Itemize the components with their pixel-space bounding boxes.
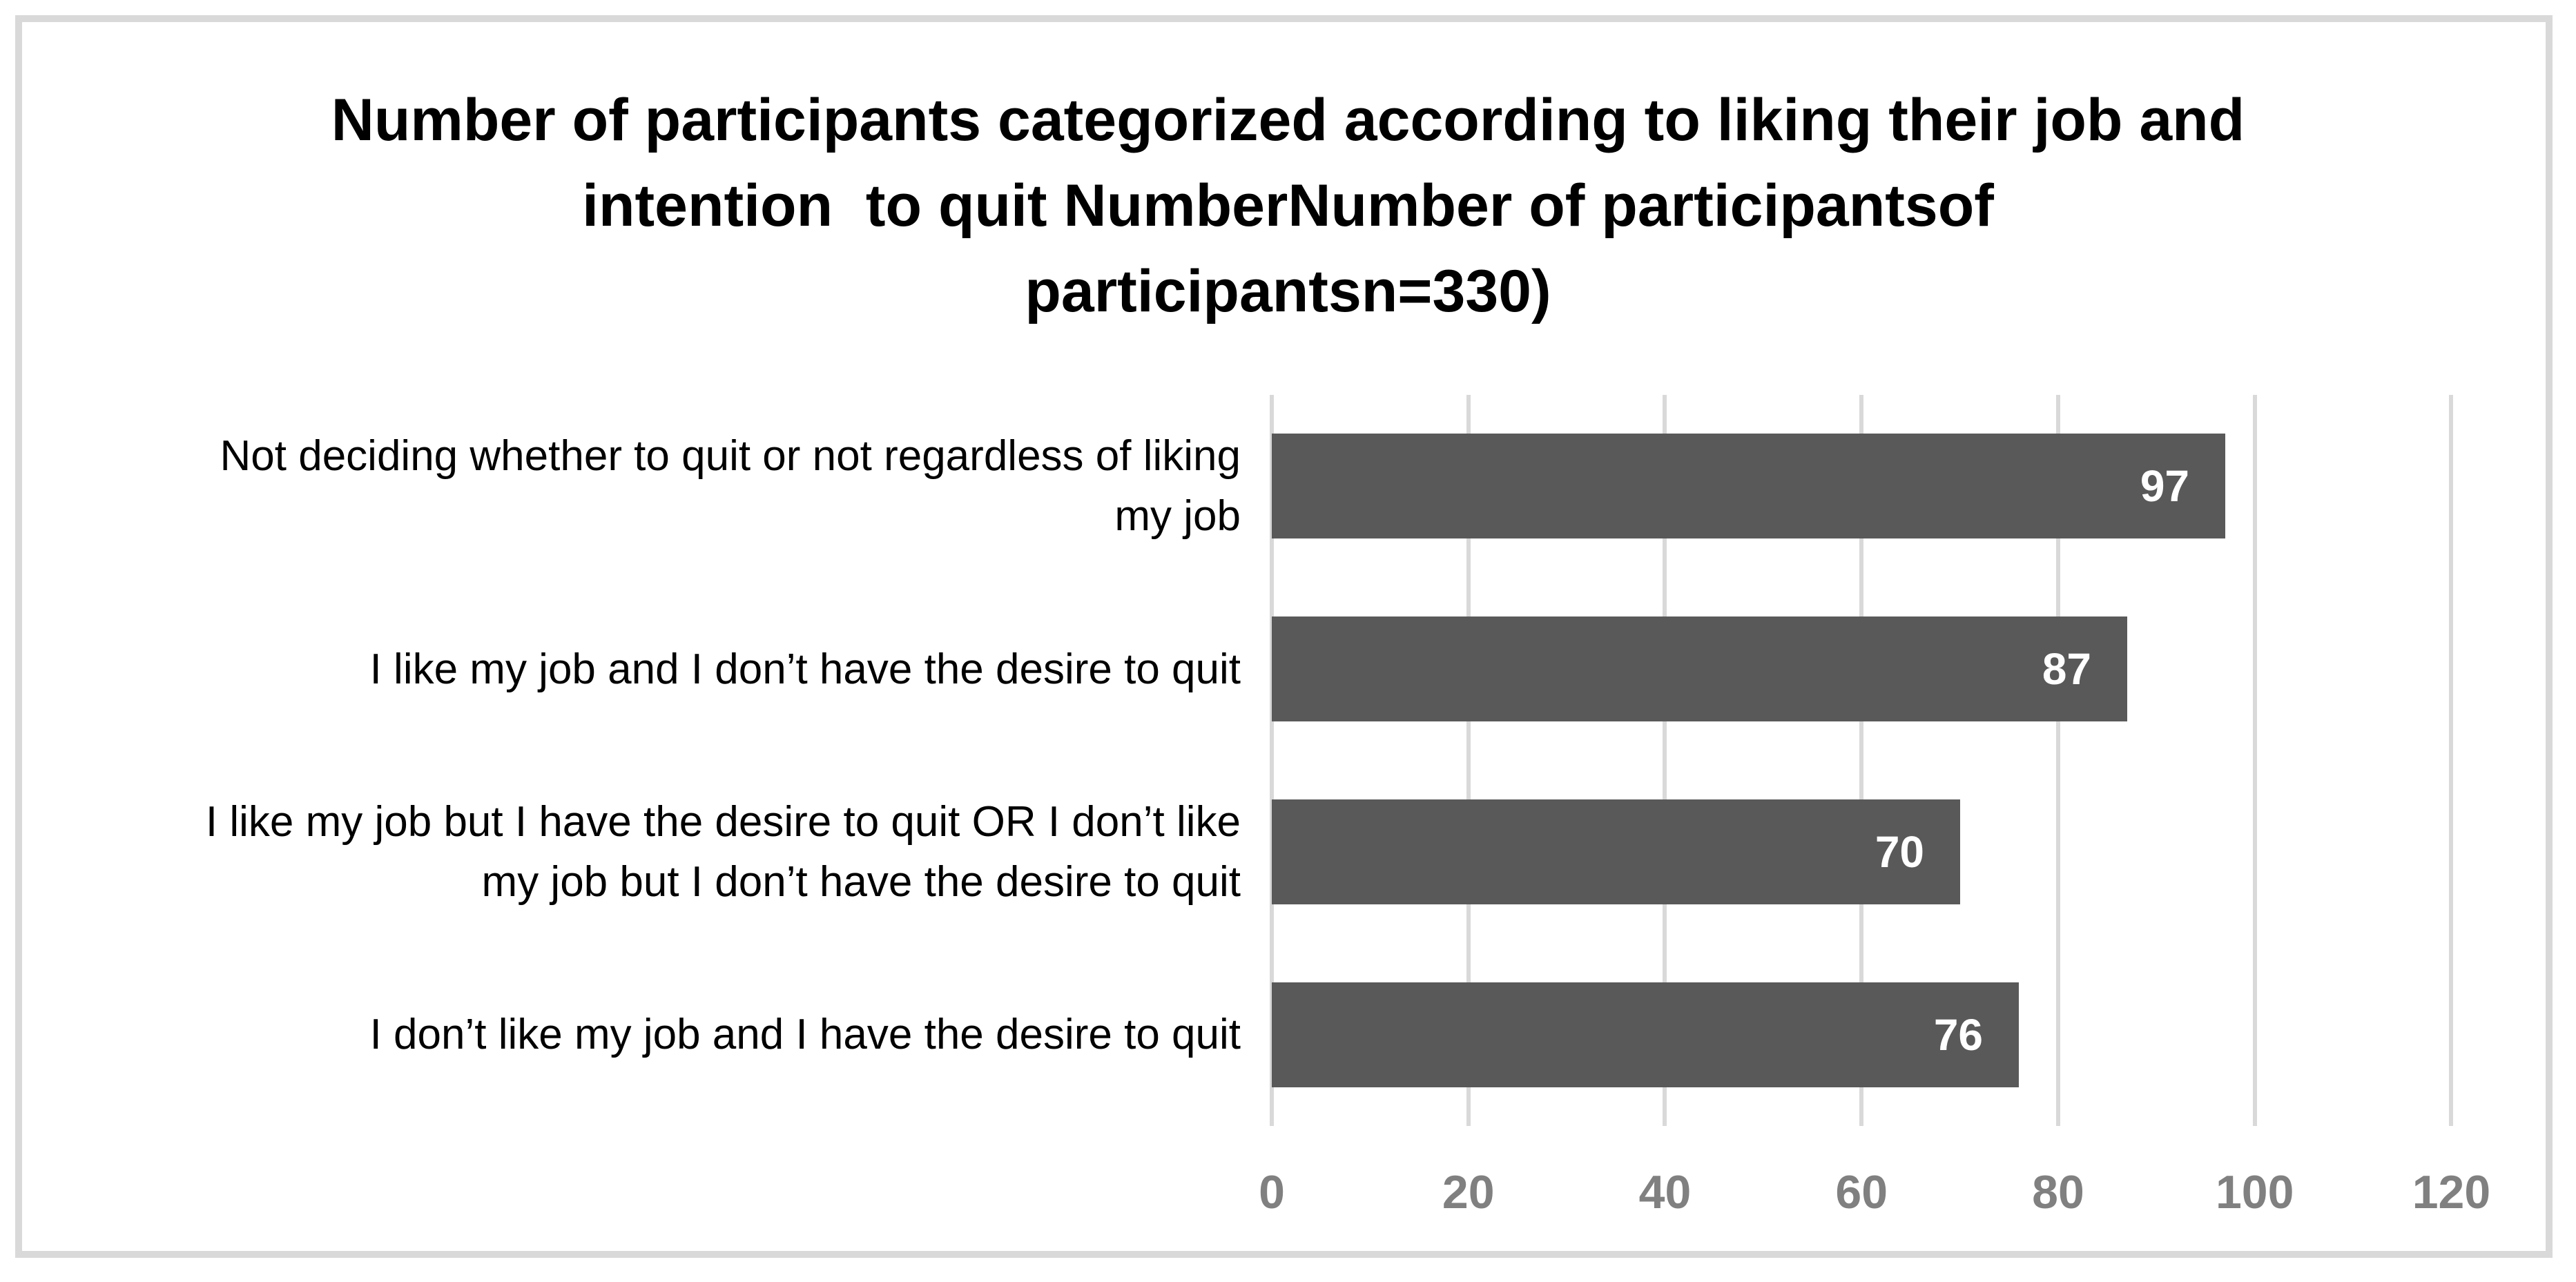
category-label: I like my job but I have the desire to q… (205, 797, 1241, 906)
bar: 97 (1272, 434, 2225, 539)
x-tick-label-40: 40 (1638, 1166, 1692, 1218)
gridlines (0, 395, 2576, 1126)
chart-title-line-3: participantsn=330) (1025, 258, 1551, 324)
x-tick-label-80: 80 (2032, 1166, 2084, 1218)
bar-track: 70 (1272, 799, 2576, 904)
bar-row: Not deciding whether to quit or not rega… (0, 395, 2576, 578)
bar-track: 97 (1272, 434, 2576, 539)
x-tick-label-20: 20 (1442, 1166, 1495, 1218)
bar: 76 (1272, 982, 2019, 1087)
bar-rows: Not deciding whether to quit or not rega… (0, 395, 2576, 1126)
gridline-20 (1466, 395, 1471, 1126)
bar-value-label: 87 (2042, 644, 2091, 695)
gridline-100 (2252, 395, 2257, 1126)
bar-value-label: 76 (1933, 1009, 1983, 1060)
x-tick-label-60: 60 (1835, 1166, 1888, 1218)
category-label: I don’t like my job and I have the desir… (369, 1011, 1241, 1059)
gridline-0 (1270, 395, 1274, 1126)
gridline-80 (2055, 395, 2060, 1126)
category-label: Not deciding whether to quit or not rega… (220, 432, 1241, 541)
bar: 70 (1272, 799, 1960, 904)
chart-frame-border (15, 15, 2553, 1258)
bar-row: I don’t like my job and I have the desir… (0, 943, 2576, 1126)
bar-value-label: 97 (2140, 461, 2189, 512)
chart-title: Number of participants categorized accor… (0, 77, 2576, 334)
x-axis: 0 20 40 60 80 100 120 (0, 1169, 2576, 1231)
chart-title-line-2: intention to quit NumberNumber of partic… (582, 173, 1994, 239)
gridline-60 (1859, 395, 1864, 1126)
bar-track: 87 (1272, 616, 2576, 722)
plot-area: Not deciding whether to quit or not rega… (0, 395, 2576, 1126)
gridline-120 (2449, 395, 2454, 1126)
x-tick-label-100: 100 (2215, 1166, 2294, 1218)
x-tick-label-120: 120 (2412, 1166, 2491, 1218)
bar-row: I like my job but I have the desire to q… (0, 761, 2576, 944)
x-tick-label-0: 0 (1259, 1166, 1285, 1218)
bar-value-label: 70 (1875, 826, 1924, 877)
bar-track: 76 (1272, 982, 2576, 1087)
gridline-40 (1663, 395, 1667, 1126)
bar-row: I like my job and I don’t have the desir… (0, 578, 2576, 761)
chart-title-line-1: Number of participants categorized accor… (331, 87, 2245, 153)
category-label: I like my job and I don’t have the desir… (369, 645, 1241, 693)
bar: 87 (1272, 616, 2127, 722)
